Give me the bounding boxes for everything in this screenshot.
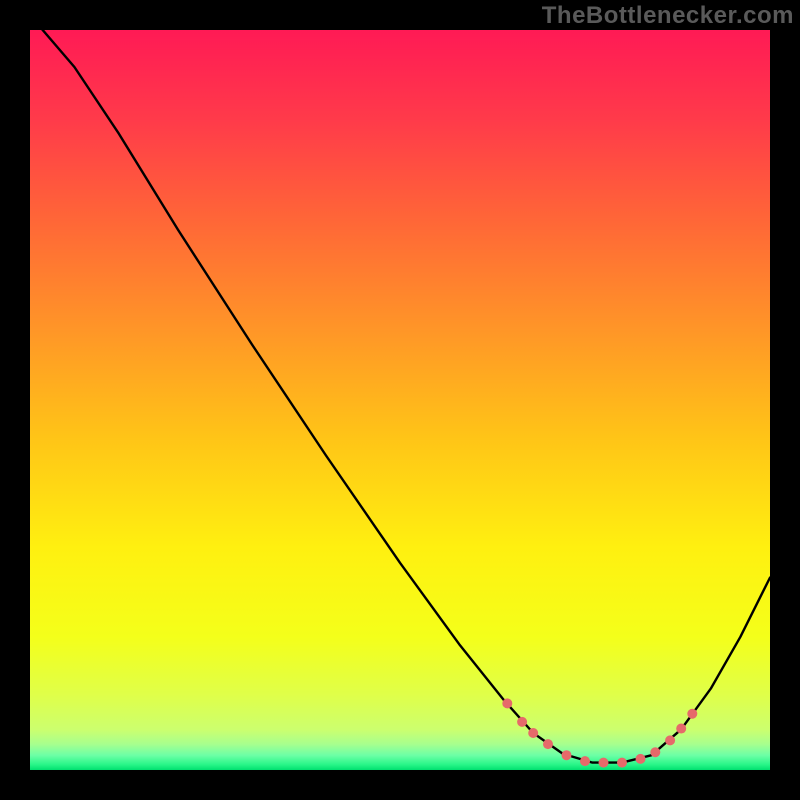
bottleneck-curve-chart <box>30 30 770 770</box>
plot-area <box>30 30 770 770</box>
data-marker <box>543 739 553 749</box>
data-marker <box>580 756 590 766</box>
data-marker <box>528 728 538 738</box>
data-marker <box>676 724 686 734</box>
chart-root: TheBottleneсker.com <box>0 0 800 800</box>
data-marker <box>617 758 627 768</box>
data-marker <box>665 735 675 745</box>
data-marker <box>636 754 646 764</box>
data-marker <box>562 750 572 760</box>
data-marker <box>687 709 697 719</box>
data-marker <box>517 717 527 727</box>
data-marker <box>650 747 660 757</box>
watermark-text: TheBottleneсker.com <box>542 2 794 30</box>
data-marker <box>502 698 512 708</box>
gradient-background <box>30 30 770 770</box>
data-marker <box>599 758 609 768</box>
